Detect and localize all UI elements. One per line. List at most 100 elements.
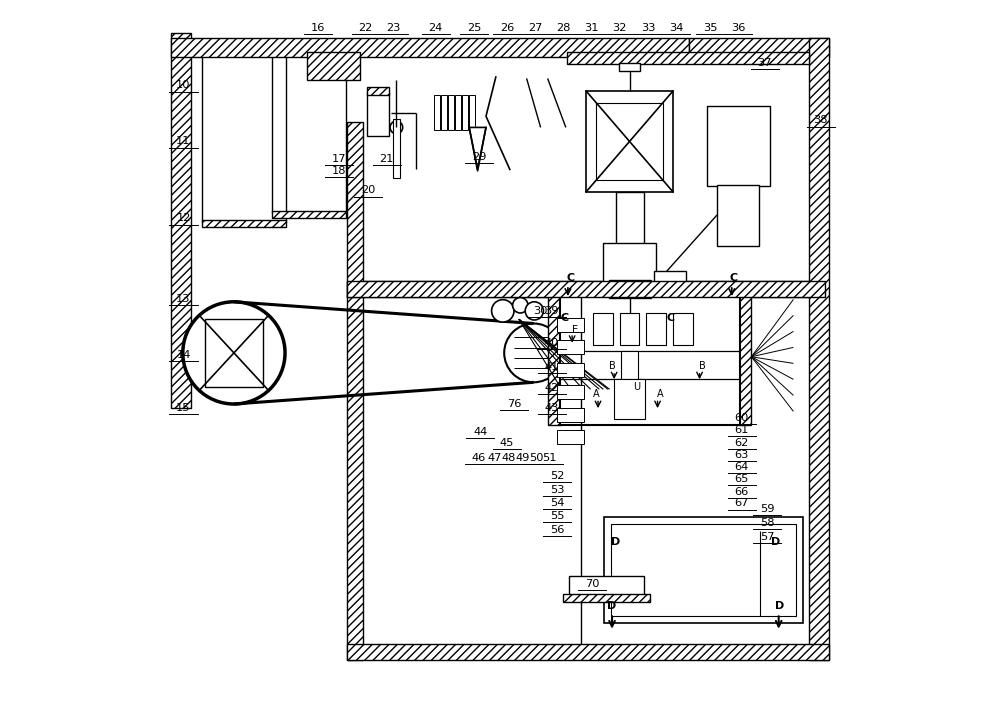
- Text: 35: 35: [703, 23, 717, 33]
- Text: 66: 66: [734, 486, 749, 496]
- Bar: [621, 352, 638, 379]
- Text: D: D: [611, 537, 620, 547]
- Text: 65: 65: [734, 474, 749, 484]
- Bar: [272, 212, 346, 219]
- Bar: [569, 576, 644, 598]
- Text: D: D: [775, 601, 785, 611]
- Bar: [202, 220, 286, 227]
- Bar: [586, 91, 673, 192]
- Bar: [469, 95, 475, 130]
- Text: D: D: [771, 537, 780, 547]
- Bar: [563, 594, 650, 602]
- Bar: [654, 271, 686, 288]
- Polygon shape: [469, 127, 486, 171]
- Bar: [809, 38, 829, 659]
- Text: 37: 37: [757, 58, 772, 68]
- Bar: [307, 52, 360, 80]
- Text: 34: 34: [669, 23, 684, 33]
- Text: E: E: [572, 325, 578, 335]
- Bar: [557, 385, 584, 399]
- Text: 63: 63: [734, 450, 749, 460]
- Bar: [393, 119, 400, 178]
- Text: C: C: [561, 313, 569, 323]
- Bar: [603, 243, 656, 313]
- Text: 12: 12: [176, 214, 191, 224]
- Text: 59: 59: [760, 504, 775, 514]
- Bar: [717, 185, 759, 247]
- Text: 76: 76: [507, 399, 521, 409]
- Text: 41: 41: [545, 362, 559, 372]
- Text: 40: 40: [545, 338, 559, 348]
- Text: A: A: [593, 389, 599, 399]
- Bar: [620, 313, 639, 345]
- Text: 10: 10: [176, 80, 191, 91]
- Text: 48: 48: [501, 453, 516, 463]
- Text: 55: 55: [550, 511, 565, 521]
- Text: C: C: [667, 313, 675, 323]
- Text: 14: 14: [176, 350, 191, 360]
- Text: 26: 26: [500, 23, 514, 33]
- Text: 49: 49: [515, 453, 530, 463]
- Text: 22: 22: [358, 23, 373, 33]
- Text: D: D: [607, 601, 617, 611]
- Bar: [619, 63, 640, 72]
- Text: 27: 27: [528, 23, 542, 33]
- Text: 60: 60: [734, 413, 749, 423]
- Bar: [611, 524, 796, 617]
- Text: 33: 33: [641, 23, 656, 33]
- Bar: [739, 288, 751, 425]
- Text: 58: 58: [760, 518, 775, 528]
- Text: 38: 38: [813, 115, 828, 125]
- Bar: [596, 103, 663, 180]
- Bar: [604, 517, 803, 623]
- Text: C: C: [567, 273, 575, 283]
- Bar: [689, 38, 829, 58]
- Text: 29: 29: [472, 152, 486, 162]
- Text: 44: 44: [473, 427, 488, 437]
- Bar: [347, 281, 809, 297]
- Text: 70: 70: [585, 579, 600, 589]
- Circle shape: [492, 299, 514, 322]
- Text: 64: 64: [734, 462, 749, 472]
- Text: 21: 21: [379, 154, 394, 164]
- Text: 46: 46: [472, 453, 486, 463]
- Bar: [616, 192, 644, 245]
- Bar: [557, 363, 584, 377]
- Text: 23: 23: [386, 23, 401, 33]
- Text: B: B: [699, 361, 706, 370]
- Text: 30: 30: [533, 306, 548, 316]
- Text: U: U: [633, 382, 640, 392]
- Text: B: B: [609, 361, 615, 370]
- Text: 56: 56: [550, 525, 565, 535]
- Text: 43: 43: [545, 403, 559, 413]
- Bar: [448, 95, 454, 130]
- Bar: [557, 430, 584, 444]
- Bar: [548, 288, 561, 425]
- Text: 16: 16: [311, 23, 325, 33]
- Bar: [557, 340, 584, 354]
- Text: 13: 13: [176, 294, 191, 304]
- Text: 45: 45: [500, 437, 514, 448]
- Bar: [707, 105, 770, 186]
- Text: 54: 54: [550, 498, 565, 508]
- Bar: [171, 38, 689, 58]
- Text: 42: 42: [545, 383, 559, 393]
- Circle shape: [504, 323, 563, 382]
- Text: A: A: [657, 389, 664, 399]
- Bar: [567, 52, 809, 65]
- Bar: [441, 95, 447, 130]
- Text: C: C: [729, 273, 737, 283]
- Bar: [347, 295, 363, 659]
- Text: 50: 50: [529, 453, 544, 463]
- Text: 20: 20: [361, 186, 376, 195]
- Text: 62: 62: [734, 437, 749, 448]
- Text: 47: 47: [487, 453, 502, 463]
- Text: 18: 18: [332, 166, 346, 176]
- Text: 28: 28: [556, 23, 570, 33]
- Bar: [455, 95, 461, 130]
- Bar: [171, 33, 191, 408]
- Text: 36: 36: [731, 23, 745, 33]
- Bar: [205, 319, 263, 387]
- Bar: [367, 92, 389, 136]
- Circle shape: [183, 302, 285, 404]
